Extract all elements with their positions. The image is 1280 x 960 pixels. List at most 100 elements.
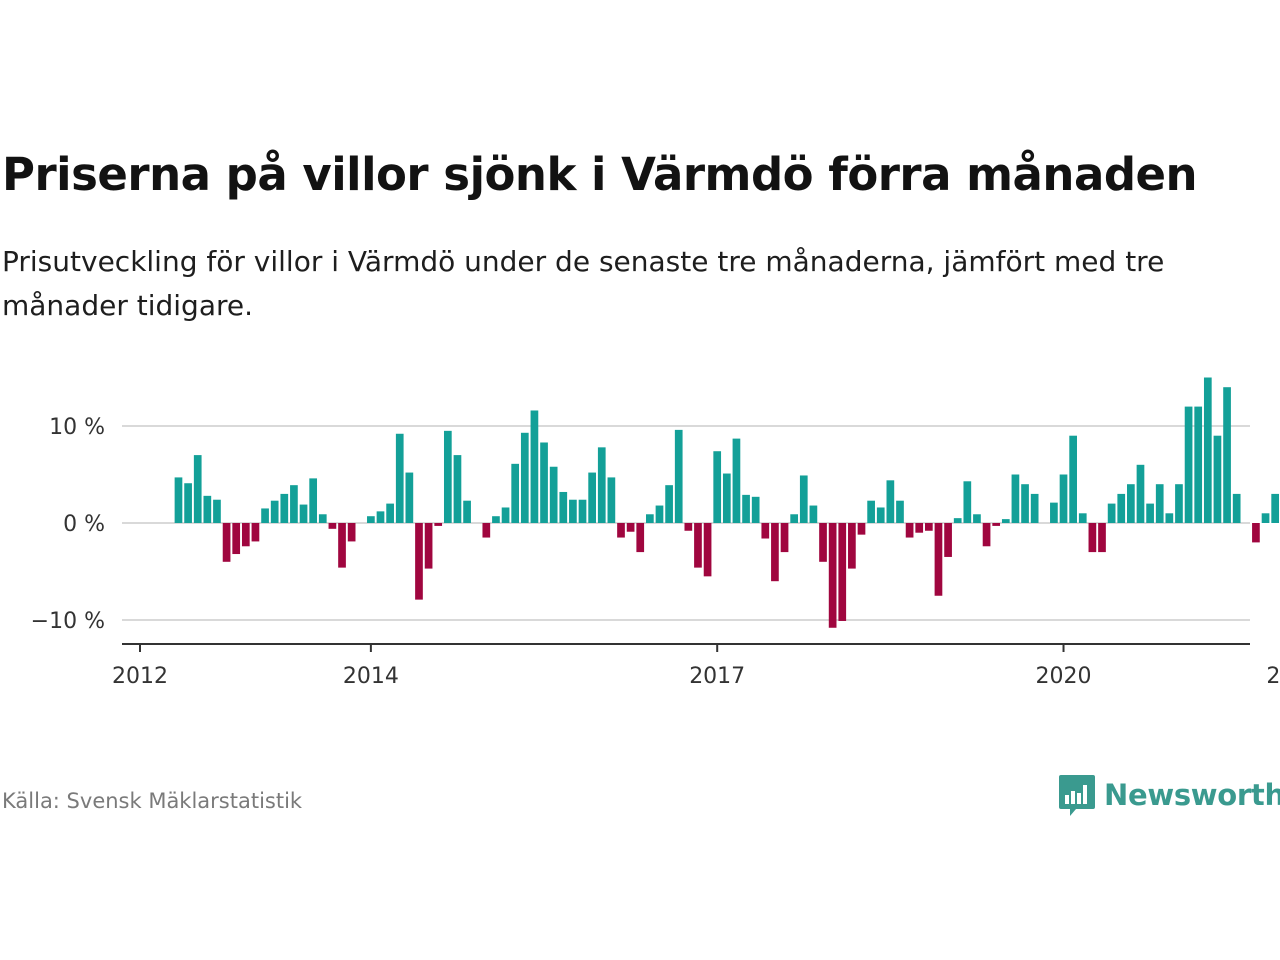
bar <box>1117 493 1126 523</box>
bar <box>703 523 712 577</box>
x-tick-label: 2012 <box>112 664 168 689</box>
x-tick-label: 2022 <box>1266 664 1280 689</box>
bar <box>819 523 827 562</box>
bar <box>838 523 847 621</box>
bar <box>251 523 260 542</box>
bar <box>992 523 1001 526</box>
bar <box>549 466 558 523</box>
bar <box>780 523 789 553</box>
bar <box>1194 406 1203 523</box>
bar <box>290 485 298 523</box>
bar <box>896 500 904 523</box>
bar <box>742 494 750 523</box>
bar <box>338 523 346 568</box>
bar <box>1146 503 1154 523</box>
bar <box>443 430 452 523</box>
x-tick-label: 2020 <box>1036 664 1092 689</box>
bar <box>1021 484 1029 523</box>
bar <box>559 491 568 523</box>
bar <box>1098 523 1106 553</box>
bar <box>184 483 192 523</box>
brand-logo: Newsworthy <box>1058 773 1280 817</box>
bar <box>924 523 933 531</box>
bar <box>799 475 808 523</box>
bar <box>915 523 924 533</box>
bar <box>415 523 423 600</box>
bar <box>299 504 308 523</box>
chart-title: Priserna på villor sjönk i Värmdö förra … <box>2 148 1198 201</box>
bars <box>174 377 1280 628</box>
bar <box>1232 493 1241 523</box>
bar <box>1165 513 1174 523</box>
bar <box>241 523 250 547</box>
bar <box>1271 493 1280 523</box>
newsworthy-bar-chart-icon <box>1059 775 1095 816</box>
x-axis: 2012 2014 2017 2020 2022 <box>112 643 1280 689</box>
bar <box>1203 377 1212 523</box>
bar <box>905 523 914 538</box>
bar <box>684 523 693 531</box>
bar <box>309 478 318 523</box>
bar <box>722 473 731 523</box>
bar <box>1069 435 1077 523</box>
bar <box>1213 435 1222 523</box>
bar <box>520 432 529 523</box>
bar <box>376 511 385 523</box>
bar <box>1136 464 1145 523</box>
bar <box>318 514 327 523</box>
bar <box>646 514 654 523</box>
bar <box>665 485 673 523</box>
bar <box>953 518 962 523</box>
bar <box>1184 406 1193 523</box>
bar <box>886 480 895 523</box>
x-tick-label: 2017 <box>689 664 745 689</box>
bar <box>867 500 875 523</box>
bar <box>732 438 741 523</box>
bar <box>934 523 943 596</box>
bar <box>511 463 520 523</box>
x-tick-label: 2014 <box>343 664 399 689</box>
bar <box>434 523 443 526</box>
bar <box>761 523 770 539</box>
bar <box>1107 503 1116 523</box>
bar <box>213 499 221 523</box>
bar <box>771 523 779 582</box>
bar <box>848 523 856 569</box>
bar <box>597 447 606 523</box>
bar <box>1088 523 1097 553</box>
bar <box>751 496 760 523</box>
bar <box>482 523 491 538</box>
bar <box>973 514 981 523</box>
bar <box>636 523 645 553</box>
bar <box>694 523 702 568</box>
bar <box>453 455 462 523</box>
bar <box>963 481 972 523</box>
bar-chart: 10 %0 %−10 % 20122014201720202022 −7 % <box>31 377 1280 689</box>
bar <box>626 523 635 532</box>
bar <box>790 514 799 523</box>
y-tick-label: −10 % <box>31 609 105 634</box>
bar <box>1175 484 1183 523</box>
bar <box>1059 474 1068 523</box>
bar <box>674 429 683 523</box>
bar <box>261 508 269 523</box>
bar <box>1011 474 1020 523</box>
bar <box>713 451 722 523</box>
bar <box>222 523 231 562</box>
bar <box>1155 484 1164 523</box>
brand-name: Newsworthy <box>1104 778 1280 812</box>
bar <box>347 523 356 542</box>
bar <box>617 523 625 538</box>
bar <box>1261 513 1270 523</box>
bar <box>280 493 289 523</box>
bar <box>857 523 866 535</box>
bar <box>588 472 596 523</box>
bar <box>405 472 414 523</box>
bar <box>386 503 394 523</box>
bar <box>1252 523 1260 543</box>
bar <box>1030 493 1039 523</box>
bar <box>1127 484 1135 523</box>
bar <box>569 499 577 523</box>
bar <box>828 523 837 628</box>
bar <box>501 507 510 523</box>
